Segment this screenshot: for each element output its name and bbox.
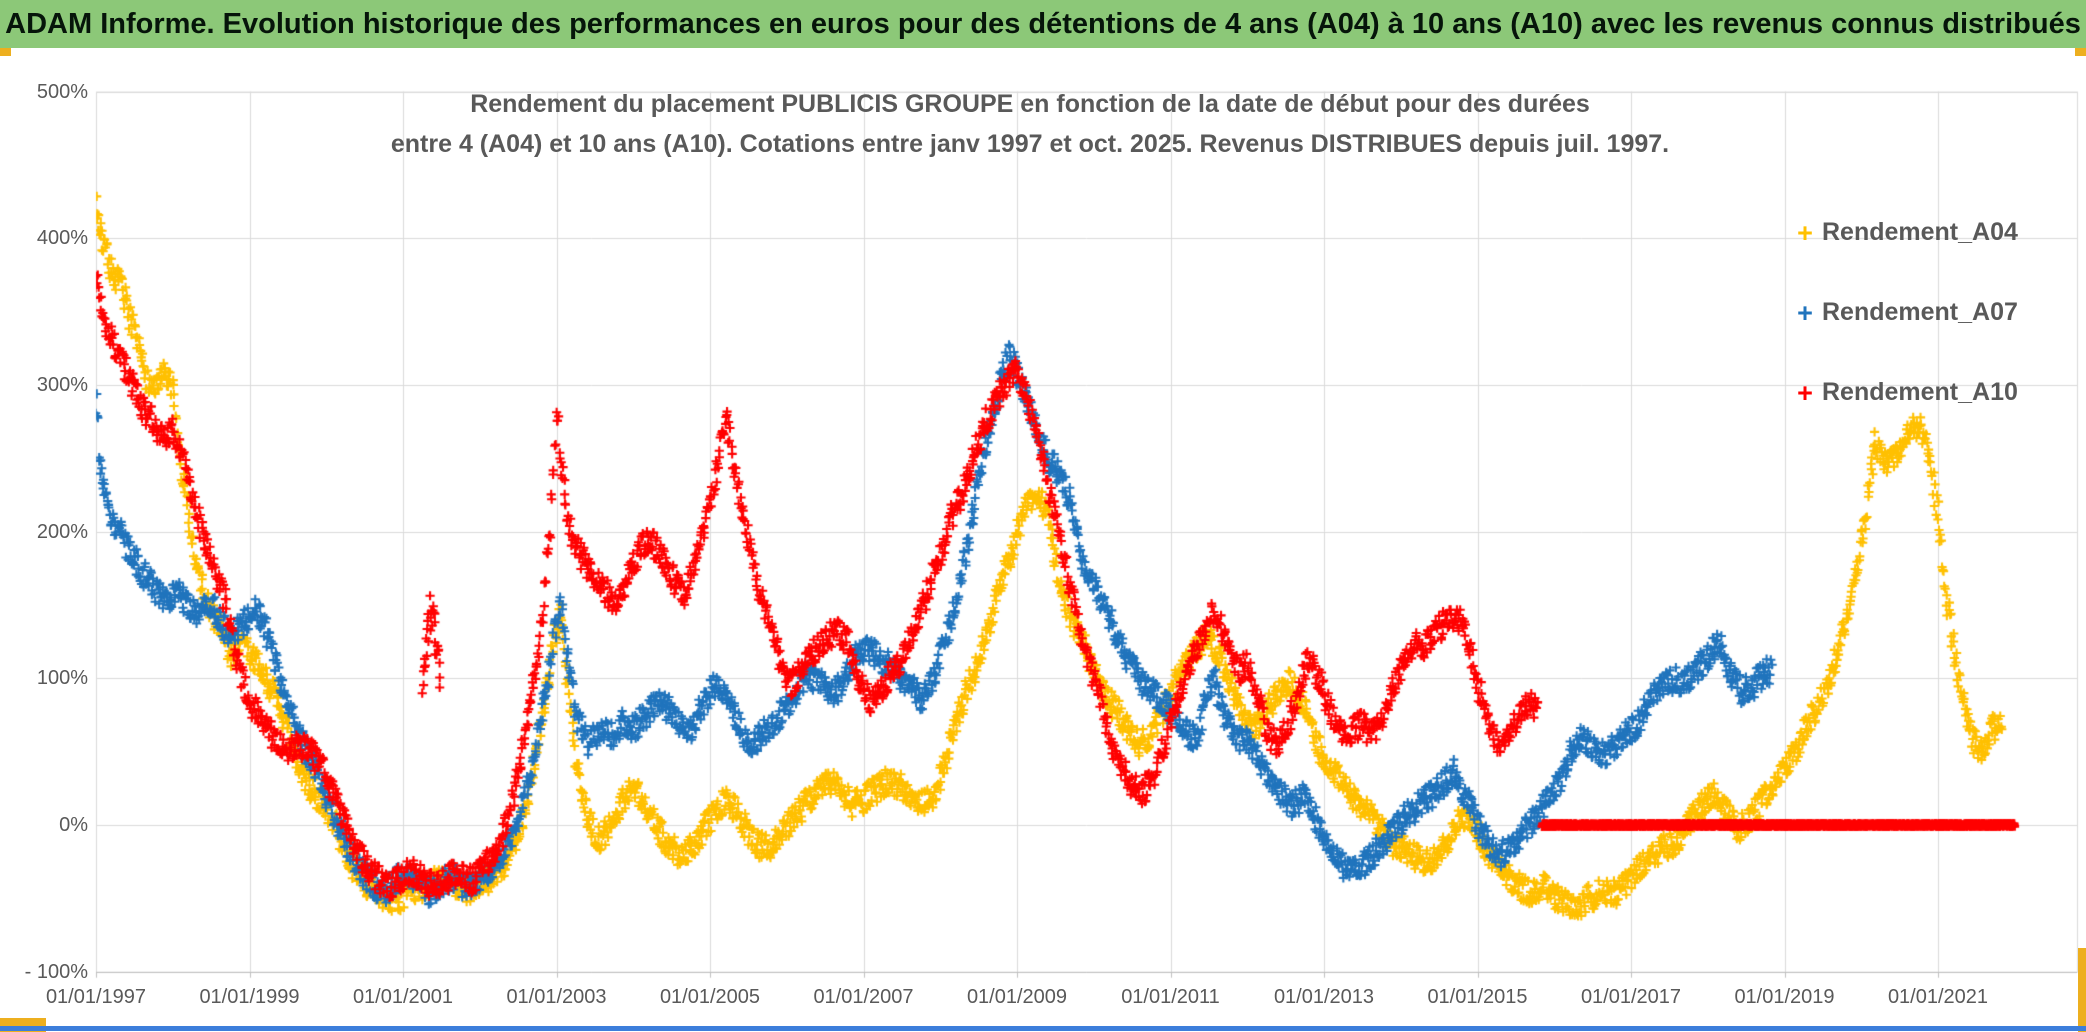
y-tick-label: 0% bbox=[59, 814, 88, 836]
legend-item-Rendement_A10[interactable]: + Rendement_A10 bbox=[1792, 378, 2018, 407]
plus-marker-icon: + bbox=[1797, 217, 1813, 248]
y-tick-label: 200% bbox=[36, 520, 88, 543]
x-tick-label: 01/01/2009 bbox=[966, 986, 1068, 1008]
corner-accent-bottom-right bbox=[2078, 948, 2086, 1032]
x-tick-label: 01/01/2019 bbox=[1734, 986, 1835, 1008]
x-tick-label: 01/01/2015 bbox=[1427, 986, 1528, 1008]
y-tick-label: 500% bbox=[36, 80, 88, 103]
chart-title-line2: entre 4 (A04) et 10 ans (A10). Cotations… bbox=[390, 130, 1670, 158]
legend-item-label: Rendement_A07 bbox=[1822, 298, 2018, 326]
x-tick-label: 01/01/2013 bbox=[1273, 986, 1375, 1008]
x-tick-label: 01/01/2011 bbox=[1121, 986, 1220, 1008]
x-tick-label: 01/01/2017 bbox=[1580, 986, 1682, 1008]
plus-marker-icon: + bbox=[1797, 377, 1813, 408]
bottom-border-line bbox=[0, 1026, 2086, 1031]
x-tick-label: 01/01/2007 bbox=[813, 986, 914, 1008]
x-tick-label: 01/01/1999 bbox=[199, 986, 300, 1008]
x-tick-label: 01/01/2003 bbox=[506, 986, 607, 1008]
y-tick-label: 100% bbox=[36, 667, 88, 690]
x-tick-label: 01/01/2005 bbox=[659, 986, 761, 1008]
x-tick-label: 01/01/1997 bbox=[45, 986, 147, 1008]
legend-item-label: Rendement_A10 bbox=[1822, 378, 2018, 406]
chart-title-line1: Rendement du placement PUBLICIS GROUPE e… bbox=[470, 90, 1590, 118]
legend-item-Rendement_A04[interactable]: + Rendement_A04 bbox=[1792, 218, 2018, 247]
y-tick-label: 400% bbox=[36, 227, 88, 250]
x-tick-label: 01/01/2021 bbox=[1887, 986, 1989, 1008]
x-tick-label: 01/01/2001 bbox=[352, 986, 454, 1008]
legend-item-Rendement_A07[interactable]: + Rendement_A07 bbox=[1792, 298, 2018, 327]
y-tick-label: - 100% bbox=[24, 960, 88, 983]
chart-title: Rendement du placement PUBLICIS GROUPE e… bbox=[250, 84, 1810, 164]
legend-item-label: Rendement_A04 bbox=[1822, 218, 2018, 246]
plus-marker-icon: + bbox=[1797, 297, 1813, 328]
y-tick-label: 300% bbox=[36, 373, 88, 396]
